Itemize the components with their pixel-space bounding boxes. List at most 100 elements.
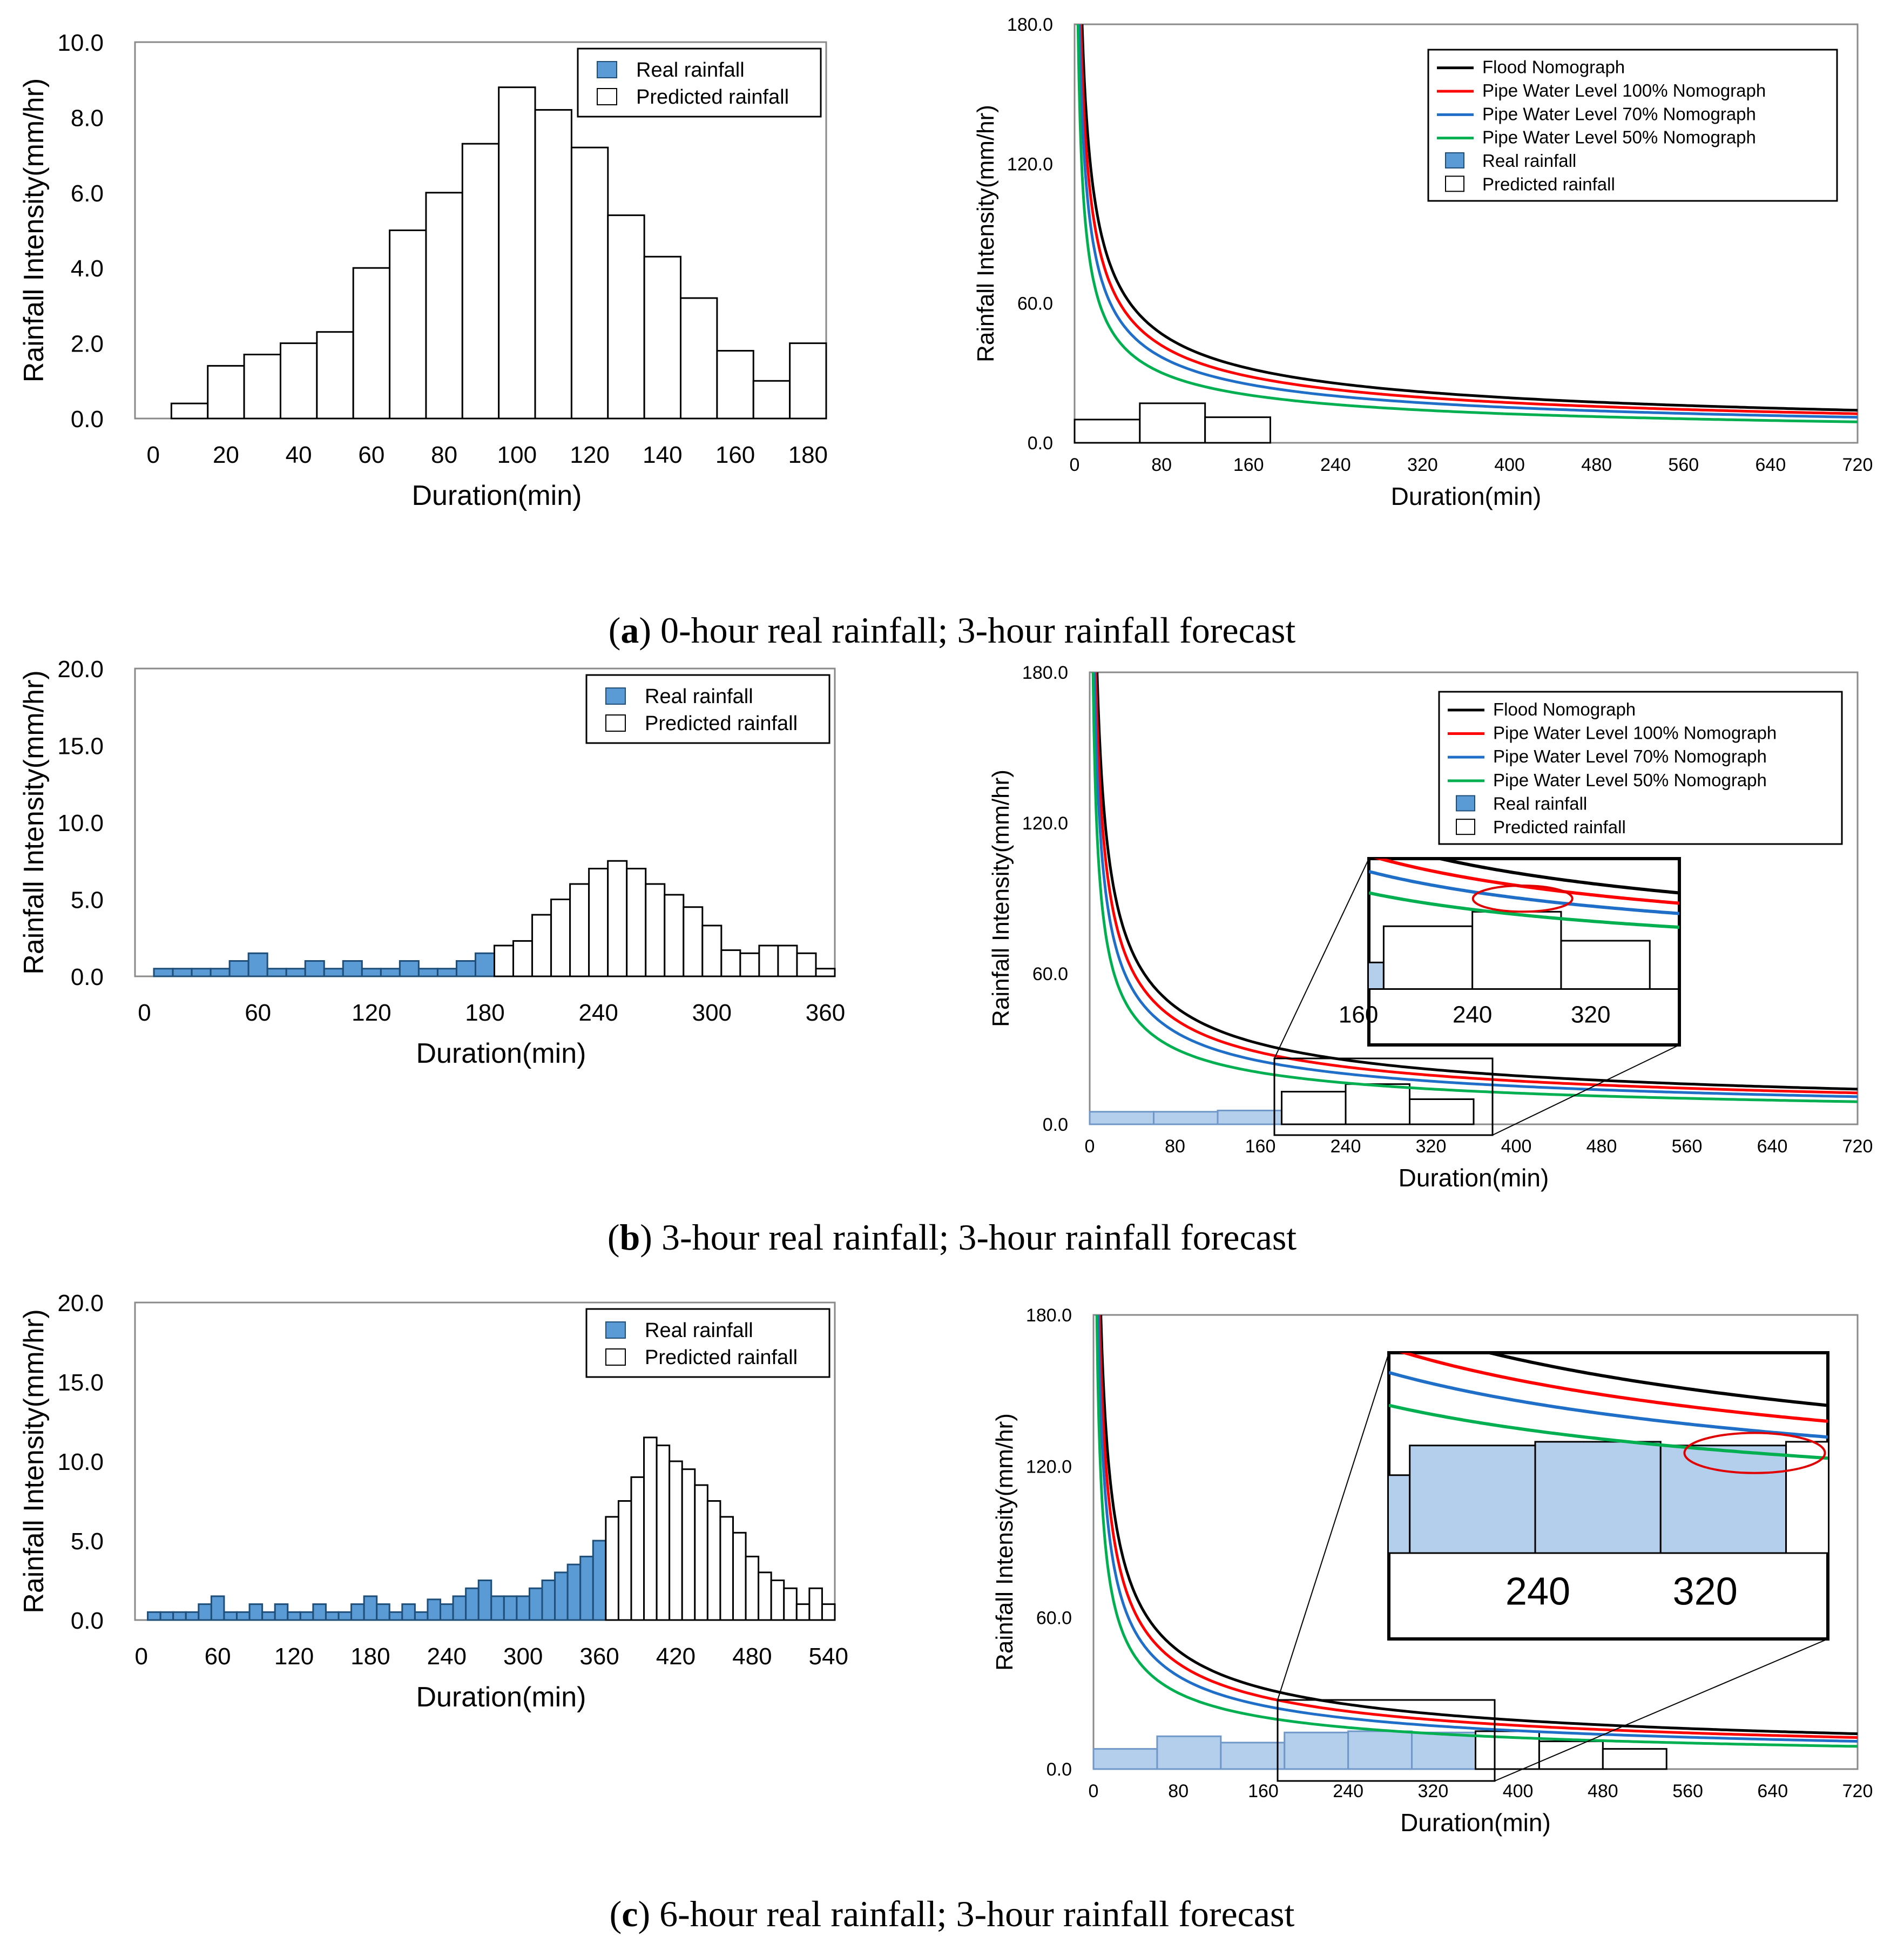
real-rainfall-bar [427,1598,442,1621]
curve-pwl70 [1369,869,1679,915]
histogram-a-left: 0.0 2.0 4.0 6.0 8.0 10.0 0 20 40 60 80 100 120 140 160… [18,30,828,511]
real-rainfall-bar [363,1595,378,1621]
predicted-rainfall-bar [279,342,318,420]
zoom-connector [1277,1352,1389,1700]
legend-label-pwl70: Pipe Water Level 70% Nomograph [1482,104,1756,124]
zoom-tick-label: 320 [1673,1570,1738,1613]
real-rainfall-bar [516,1595,530,1621]
y-tick-label: 2.0 [71,331,104,357]
real-rainfall-bar [159,1611,174,1621]
real-rainfall-bar [1389,1474,1411,1553]
zoom-inset: 240 320 [1277,1351,1829,1782]
zoom-content [1389,1353,1828,1553]
curves [1095,1315,1858,1748]
real-rainfall-bar [1217,1109,1282,1125]
y-tick-label: 15.0 [57,1369,104,1396]
plot-frame [1073,23,1859,444]
real-rainfall-bar [248,1603,264,1621]
curve-pwl70 [1389,1371,1828,1439]
y-axis-label: Rainfall Intensity(mm/hr) [18,1309,50,1613]
legend: Real rainfall Predicted rainfall [585,1308,831,1378]
x-tick-label: 140 [643,442,682,468]
predicted-rainfall-bar [531,914,552,977]
real-rainfall-bar [172,1611,187,1621]
curve-pwl100 [1098,1315,1858,1739]
predicted-rainfall-bar [1345,1083,1410,1125]
real-rainfall-bar [503,1595,518,1621]
curve-flood [1081,24,1858,412]
predicted-rainfall-bar [1471,910,1562,989]
x-tick-label: 80 [1165,1136,1185,1157]
x-tick-label: 0 [1089,1781,1099,1801]
real-rainfall-bar [185,1611,200,1621]
real-rainfall-bar [247,952,268,977]
real-rainfall-bar [1347,1730,1413,1770]
x-tick-label: 0 [138,1000,151,1026]
y-tick-label: 120.0 [1007,154,1053,174]
curve-pwl70 [1093,672,1858,1098]
predicted-rainfall-bar [534,109,572,420]
y-tick-label: 10.0 [57,30,104,56]
legend-label-real: Real rainfall [645,685,753,708]
curve-pwl100 [1399,1353,1828,1423]
x-tick-label: 240 [427,1643,467,1670]
predicted-rainfall-bar [752,380,791,420]
real-rainfall-bar [528,1587,543,1621]
predicted-rainfall-bar [316,331,354,420]
y-tick-label: 20.0 [57,656,104,683]
x-tick-label: 180 [788,442,828,468]
y-tick-label: 6.0 [71,180,104,207]
zoom-connector [1274,858,1369,1059]
legend-swatch-real [1445,152,1464,168]
real-rainfall-bar [1411,1731,1476,1770]
predicted-rainfall-bar [626,868,647,977]
legend-label-real: Real rainfall [645,1319,753,1342]
real-rainfall-bar [350,1603,365,1621]
predicted-rainfall-bar [821,1603,836,1621]
real-rainfall-bar [1089,1111,1154,1125]
real-rainfall-bar [228,960,249,977]
legend-label-predicted: Predicted rainfall [636,86,789,109]
legend-label-flood: Flood Nomograph [1482,57,1625,77]
predicted-rainfall-bar [719,1516,734,1621]
x-tick-label: 160 [1233,455,1264,475]
y-tick-label: 180.0 [1022,663,1068,683]
curve-flood [1096,672,1858,1091]
predicted-rainfall-bar [550,899,571,977]
predicted-rainfall-bar [1073,419,1141,444]
y-tick-label: 0.0 [71,964,104,990]
zoom-connector [1492,1044,1680,1136]
x-tick-label: 420 [656,1643,696,1670]
predicted-rainfall-bar [605,1516,619,1621]
y-tick-label: 0.0 [1043,1115,1068,1135]
caption-c: (c) 6-hour real rainfall; 3-hour rainfal… [609,1893,1295,1934]
curve-pwl70 [1078,24,1858,419]
x-tick-label: 400 [1494,455,1525,475]
zoom-inset: 160 240 320 [1273,857,1681,1136]
x-tick-label: 560 [1672,1136,1703,1157]
y-tick-label: 120.0 [1026,1456,1072,1477]
highlight-ellipse [1471,884,1574,913]
predicted-rainfall-bar [1382,925,1474,989]
predicted-rainfall-bar [630,1476,645,1621]
legend-swatch-real [605,687,626,705]
zoom-tick-label: 160 [1339,1002,1378,1028]
legend-box [585,674,831,744]
legend-swatch-predicted [605,714,626,732]
real-rainfall-bar [1284,1731,1349,1770]
real-rainfall-bar [465,1587,480,1621]
predicted-rainfall-bar [170,402,209,420]
y-tick-label: 0.0 [1028,433,1053,454]
x-tick-label: 480 [1586,1136,1617,1157]
x-tick-label: 320 [1407,455,1438,475]
real-rainfall-bar [579,1555,594,1621]
legend: Real rainfall Predicted rainfall [585,674,831,744]
predicted-rainfall-bar [1204,416,1272,444]
predicted-rainfall-bar [494,944,515,977]
real-rainfall-bar [380,968,401,977]
real-rainfall-bar [337,1611,353,1621]
real-rainfall-bar [325,1611,340,1621]
zoom-source-box [1277,1699,1496,1782]
caption-a: (a) 0-hour real rainfall; 3-hour rainfal… [608,610,1296,651]
